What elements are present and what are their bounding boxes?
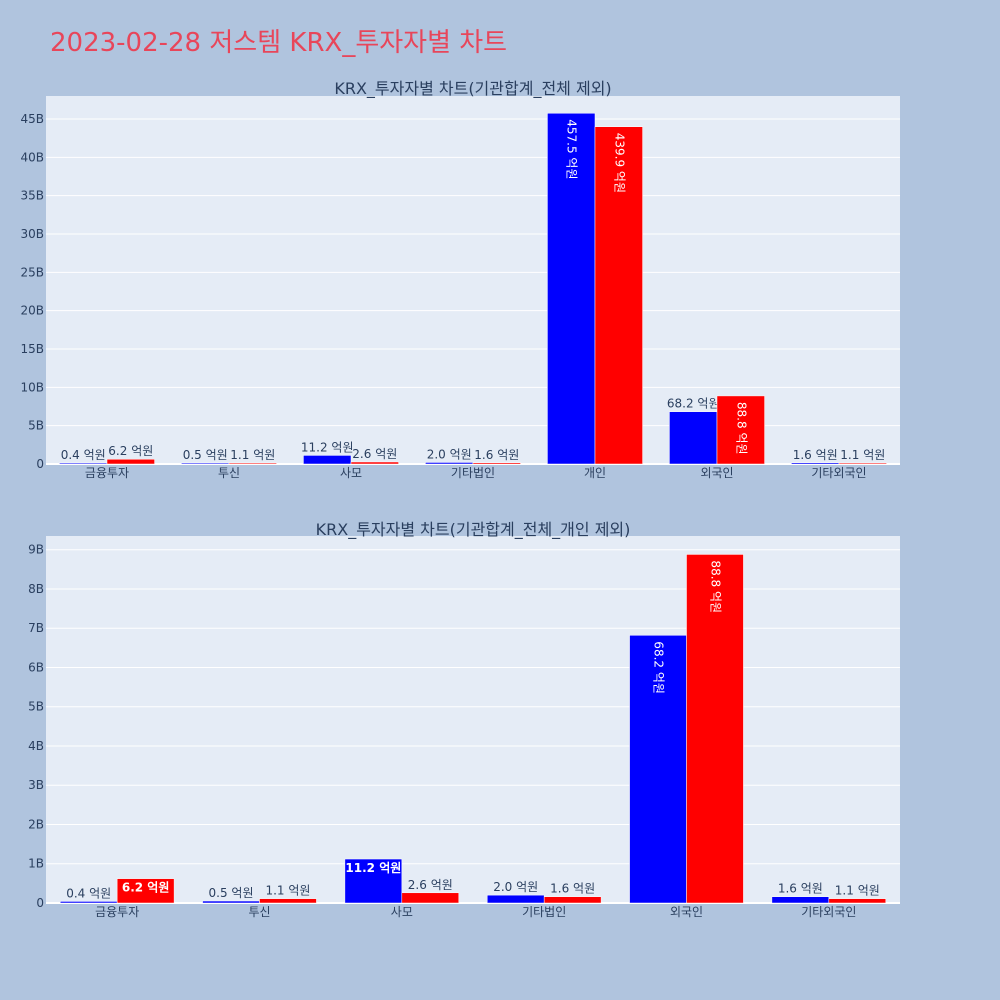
bar: [838, 462, 887, 465]
bar: [344, 858, 403, 904]
bar-data-label: 2.6 억원: [408, 878, 453, 892]
chart-1: KRX_투자자별 차트(기관합계_전체 제외) 0 5B 10B 15B 20B 25B 30…: [20, 79, 900, 480]
y-tick-label: 0: [36, 896, 44, 910]
bar-data-label: 0.5 억원: [183, 448, 228, 462]
y-tick-label: 3B: [28, 778, 44, 792]
y-tick-label: 7B: [28, 621, 44, 635]
bar: [401, 892, 460, 904]
x-tick-label: 기타외국인: [811, 466, 866, 480]
x-tick-label: 사모: [340, 466, 362, 480]
bar: [303, 455, 352, 465]
bar: [669, 411, 718, 465]
bar-data-label: 11.2 억원: [345, 861, 401, 875]
bar: [791, 462, 840, 465]
bar-data-label: 2.0 억원: [493, 880, 538, 894]
x-tick-label: 투신: [248, 905, 270, 919]
bar-data-label: 1.6 억원: [474, 448, 519, 462]
bar-data-label: 68.2 억원: [652, 641, 666, 694]
y-tick-label: 35B: [20, 189, 44, 203]
bar-data-label: 1.1 억원: [835, 884, 880, 898]
x-tick-label: 외국인: [700, 466, 733, 480]
bar: [543, 896, 602, 904]
bar-data-label: 1.6 억원: [778, 882, 823, 896]
bar: [594, 126, 643, 465]
bar: [486, 894, 545, 904]
x-tick-label: 기타법인: [522, 905, 566, 919]
y-tick-label: 4B: [28, 739, 44, 753]
plot-area: [46, 536, 900, 903]
bar-data-label: 11.2 억원: [301, 440, 354, 454]
bar: [59, 901, 118, 904]
x-tick-label: 기타외국인: [801, 905, 856, 919]
bar: [629, 635, 687, 904]
bar-data-label: 1.6 억원: [793, 448, 838, 462]
y-tick-label: 0: [36, 457, 44, 471]
y-tick-label: 6B: [28, 660, 44, 674]
x-tick-label: 사모: [391, 905, 413, 919]
bar: [828, 898, 887, 904]
bar: [202, 900, 260, 904]
x-tick-label: 투신: [218, 466, 240, 480]
chart-title: KRX_투자자별 차트(기관합계_전체_개인 제외): [316, 520, 631, 540]
bar: [106, 458, 155, 465]
y-tick-label: 40B: [20, 150, 44, 164]
bar: [259, 898, 317, 904]
bar-data-label: 68.2 억원: [667, 397, 720, 411]
y-tick-label: 30B: [20, 227, 44, 241]
bar: [59, 462, 108, 465]
bar-data-label: 0.4 억원: [61, 448, 106, 462]
y-tick-label: 20B: [20, 304, 44, 318]
page-title: 2023-02-28 저스템 KRX_투자자별 차트: [50, 28, 508, 58]
x-tick-label: 외국인: [670, 905, 703, 919]
plot-area: [46, 96, 900, 464]
bar: [472, 462, 521, 465]
y-tick-label: 9B: [28, 543, 44, 557]
y-tick-label: 2B: [28, 817, 44, 831]
y-tick-label: 5B: [28, 419, 44, 433]
bar-data-label: 439.9 억원: [612, 133, 626, 193]
bar-data-label: 88.8 억원: [734, 402, 748, 455]
bar-data-label: 2.0 억원: [427, 447, 472, 461]
bar: [771, 896, 830, 904]
bar: [350, 461, 399, 465]
bar-data-label: 1.1 억원: [230, 448, 275, 462]
bar-data-label: 6.2 억원: [108, 444, 153, 458]
bar: [181, 462, 230, 465]
y-tick-label: 15B: [20, 342, 44, 356]
bar: [716, 395, 765, 465]
x-tick-label: 금융투자: [95, 905, 139, 919]
y-tick-label: 10B: [20, 380, 44, 394]
bar: [425, 462, 474, 465]
x-tick-label: 금융투자: [85, 466, 129, 480]
x-tick-label: 기타법인: [451, 466, 495, 480]
bar-data-label: 6.2 억원: [122, 881, 170, 895]
chart-title: KRX_투자자별 차트(기관합계_전체 제외): [334, 79, 611, 99]
bar-data-label: 1.1 억원: [265, 884, 310, 898]
x-tick-label: 개인: [584, 466, 606, 480]
chart-2: KRX_투자자별 차트(기관합계_전체_개인 제외) 0 1B 2B 3B 4B 5B 6B 7…: [28, 520, 900, 919]
bar-data-label: 1.6 억원: [550, 882, 595, 896]
y-tick-label: 5B: [28, 700, 44, 714]
bar: [116, 878, 175, 904]
bar-data-label: 457.5 억원: [565, 119, 579, 179]
y-tick-label: 25B: [20, 265, 44, 279]
y-tick-label: 45B: [20, 112, 44, 126]
y-tick-label: 8B: [28, 582, 44, 596]
bar-data-label: 0.5 억원: [209, 886, 254, 900]
y-tick-label: 1B: [28, 857, 44, 871]
bar: [547, 113, 596, 465]
bar-data-label: 1.1 억원: [840, 448, 885, 462]
bar: [686, 554, 744, 904]
bar-data-label: 2.6 억원: [352, 447, 397, 461]
bar-data-label: 0.4 억원: [66, 886, 111, 900]
bar-data-label: 88.8 억원: [708, 560, 722, 613]
bar: [228, 462, 277, 465]
